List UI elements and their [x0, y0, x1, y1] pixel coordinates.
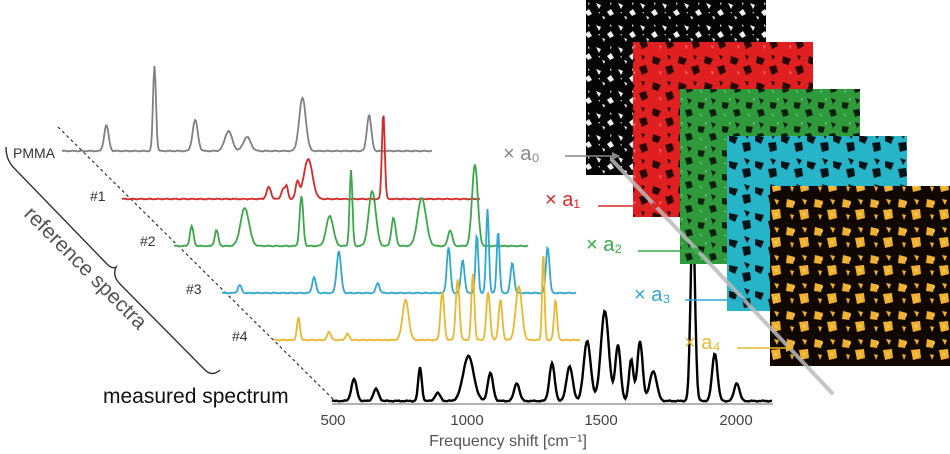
label-measured: measured spectrum — [103, 385, 289, 408]
label-reference-spectra: reference spectra — [19, 202, 151, 334]
coefficient-a4: × a₄ — [684, 332, 721, 354]
coefficient-a3: × a₃ — [634, 284, 671, 306]
spectrum-pmma — [61, 65, 433, 153]
guide-line-upper — [57, 126, 337, 403]
reference-brace — [5, 146, 221, 375]
leader-a4 — [737, 344, 794, 352]
leader-a2 — [638, 247, 702, 255]
spectrum-ref3 — [221, 208, 577, 295]
label-pmma: PMMA — [13, 145, 56, 161]
leader-a0 — [565, 152, 620, 160]
tick-1500: 1500 — [584, 412, 617, 429]
tick-2000: 2000 — [719, 412, 752, 429]
spectrum-ref4 — [273, 255, 581, 342]
spectrum-ref2 — [173, 164, 529, 248]
label-ref4: #4 — [232, 328, 248, 344]
coefficient-a1: × a₁ — [545, 189, 580, 211]
label-ref2: #2 — [140, 233, 156, 249]
coefficient-a2: × a₂ — [586, 234, 622, 256]
stack-depth-line — [610, 158, 834, 395]
coefficient-a0: × a₀ — [503, 143, 540, 165]
label-ref1: #1 — [90, 188, 106, 204]
leader-a1 — [598, 202, 660, 210]
tick-500: 500 — [320, 412, 345, 429]
x-axis-title: Frequency shift [cm⁻¹] — [429, 433, 587, 450]
tick-1000: 1000 — [450, 412, 483, 429]
label-ref3: #3 — [186, 281, 202, 297]
map-a4 — [770, 186, 950, 366]
spectrum-ref1 — [121, 115, 481, 201]
spectrum-measured — [331, 219, 773, 403]
leader-a3 — [685, 296, 746, 304]
